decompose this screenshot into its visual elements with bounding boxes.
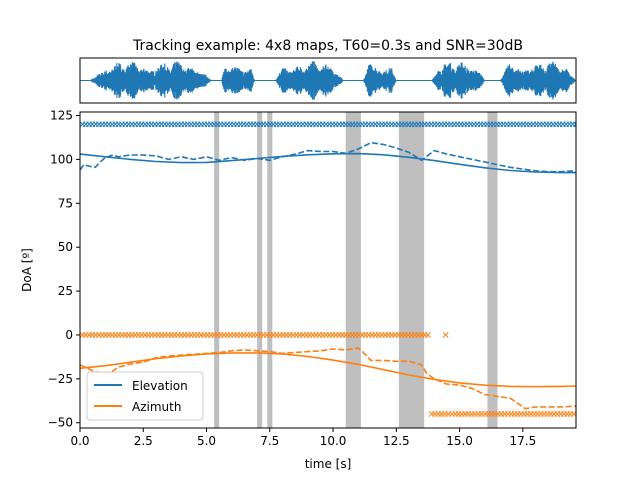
x-tick-label-3: 7.5: [260, 434, 279, 448]
marker-1-106: [442, 332, 449, 338]
y-axis-label: DoA [º]: [20, 248, 34, 292]
x-tick-label-0: 0.0: [70, 434, 89, 448]
waveform-panel: [79, 57, 577, 104]
y-tick-label-0: −50: [48, 416, 73, 430]
x-tick-label-2: 5.0: [197, 434, 216, 448]
marker-2-43: [570, 411, 576, 417]
legend: Elevation Azimuth: [86, 371, 204, 421]
y-tick-label-6: 100: [50, 152, 73, 166]
x-tick-label-6: 15.0: [446, 434, 473, 448]
silence-band-5: [487, 112, 498, 428]
x-axis-ticks: 0.0 2.5 5.0 7.5 10.0 12.5 15.0 17.5: [70, 428, 536, 448]
series-azimuth-estimate: [80, 347, 576, 410]
y-axis-ticks: −50 −25 0 25 50 75 100 125: [48, 109, 80, 430]
tracking-plot: 0.0 2.5 5.0 7.5 10.0 12.5 15.0 17.5 −50 −25 0 25 50…: [48, 109, 577, 448]
silence-band-1: [257, 112, 263, 428]
x-tick-label-5: 12.5: [383, 434, 410, 448]
legend-elevation-label: Elevation: [132, 379, 188, 393]
observation-markers: [80, 121, 576, 417]
y-tick-label-3: 25: [58, 284, 73, 298]
x-tick-label-4: 10.0: [320, 434, 347, 448]
plot-frame: [79, 111, 577, 429]
marker-0-150: [573, 121, 576, 128]
series-elevation-estimate: [80, 141, 576, 173]
chart-title: Tracking example: 4x8 maps, T60=0.3s and…: [132, 38, 523, 54]
y-tick-label-1: −25: [48, 372, 73, 386]
x-tick-label-7: 17.5: [509, 434, 536, 448]
series-azimuth: [80, 352, 576, 388]
silence-band-3: [345, 112, 361, 428]
y-tick-label-4: 50: [58, 240, 73, 254]
marker-1-105: [425, 332, 431, 338]
waveform-frame: [79, 57, 577, 104]
x-axis-label: time [s]: [305, 457, 352, 471]
x-tick-label-1: 2.5: [134, 434, 153, 448]
trajectory-lines: [80, 141, 576, 410]
silence-band-0: [214, 112, 220, 428]
silence-band-2: [267, 112, 273, 428]
y-tick-label-2: 0: [65, 328, 73, 342]
y-tick-label-5: 75: [58, 196, 73, 210]
series-elevation: [80, 152, 576, 174]
y-tick-label-7: 125: [50, 109, 73, 123]
waveform-signal: [89, 61, 576, 100]
waveform-layer: [80, 61, 576, 100]
legend-azimuth-label: Azimuth: [132, 400, 181, 414]
